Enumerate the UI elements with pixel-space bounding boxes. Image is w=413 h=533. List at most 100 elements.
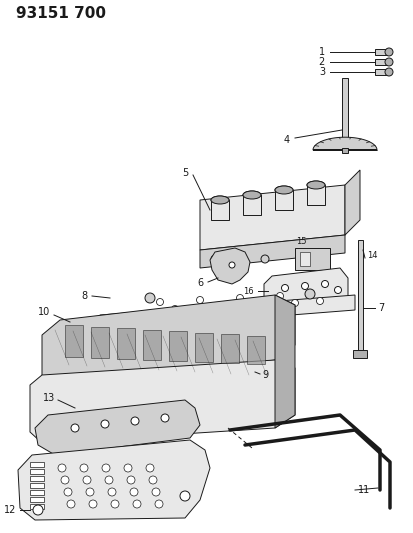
- Bar: [242, 195, 260, 215]
- Circle shape: [64, 488, 72, 496]
- Bar: [30, 504, 44, 509]
- Circle shape: [145, 293, 154, 303]
- Circle shape: [89, 500, 97, 508]
- Polygon shape: [274, 295, 294, 428]
- Ellipse shape: [274, 186, 292, 194]
- Circle shape: [384, 68, 392, 76]
- Text: 13: 13: [43, 393, 55, 403]
- Circle shape: [249, 367, 255, 373]
- Bar: [357, 240, 362, 350]
- Text: 7: 7: [377, 303, 383, 313]
- Text: 10: 10: [38, 307, 50, 317]
- Ellipse shape: [306, 181, 324, 189]
- Polygon shape: [199, 235, 344, 268]
- Bar: [117, 328, 135, 359]
- Text: 16: 16: [243, 287, 254, 295]
- Circle shape: [281, 285, 288, 292]
- Text: 12: 12: [4, 505, 16, 515]
- Circle shape: [291, 300, 298, 306]
- Circle shape: [33, 505, 43, 515]
- Polygon shape: [263, 268, 347, 308]
- Polygon shape: [199, 185, 344, 250]
- Polygon shape: [209, 248, 249, 284]
- Bar: [30, 497, 44, 502]
- Bar: [374, 49, 388, 55]
- Ellipse shape: [211, 196, 228, 204]
- Bar: [195, 333, 212, 362]
- Circle shape: [130, 488, 138, 496]
- Bar: [341, 148, 347, 153]
- Text: 1: 1: [318, 47, 324, 57]
- Circle shape: [304, 289, 314, 299]
- Polygon shape: [30, 360, 294, 443]
- Circle shape: [102, 464, 110, 472]
- Circle shape: [124, 464, 132, 472]
- Bar: [91, 327, 109, 358]
- Text: 93151 700: 93151 700: [16, 6, 106, 21]
- Circle shape: [161, 414, 169, 422]
- Bar: [30, 490, 44, 495]
- Circle shape: [86, 488, 94, 496]
- Bar: [274, 190, 292, 210]
- Polygon shape: [312, 137, 376, 150]
- Text: 11: 11: [357, 485, 369, 495]
- Text: 15: 15: [295, 237, 306, 246]
- Ellipse shape: [306, 181, 324, 189]
- Circle shape: [251, 302, 258, 309]
- Circle shape: [111, 500, 119, 508]
- Bar: [30, 462, 44, 467]
- Polygon shape: [344, 170, 359, 235]
- Bar: [294, 248, 329, 270]
- Text: 9: 9: [261, 370, 268, 380]
- Polygon shape: [35, 400, 199, 455]
- Text: 5: 5: [181, 168, 188, 178]
- Circle shape: [131, 417, 139, 425]
- Bar: [374, 59, 388, 65]
- Circle shape: [146, 464, 154, 472]
- Circle shape: [83, 476, 91, 484]
- Bar: [30, 469, 44, 474]
- Ellipse shape: [274, 186, 292, 194]
- Circle shape: [384, 48, 392, 56]
- Ellipse shape: [242, 191, 260, 199]
- Circle shape: [334, 287, 341, 294]
- Bar: [30, 483, 44, 488]
- Bar: [221, 334, 238, 363]
- Polygon shape: [100, 295, 354, 330]
- Circle shape: [101, 420, 109, 428]
- Circle shape: [149, 476, 157, 484]
- Text: 8: 8: [82, 291, 88, 301]
- Polygon shape: [18, 440, 209, 520]
- Circle shape: [152, 488, 159, 496]
- Circle shape: [105, 476, 113, 484]
- Circle shape: [80, 464, 88, 472]
- Circle shape: [310, 255, 318, 263]
- Circle shape: [127, 476, 135, 484]
- Circle shape: [156, 298, 163, 305]
- Bar: [142, 329, 161, 360]
- Bar: [352, 350, 366, 358]
- Circle shape: [211, 303, 218, 311]
- Circle shape: [196, 296, 203, 303]
- Bar: [341, 78, 347, 143]
- Circle shape: [154, 500, 163, 508]
- Bar: [169, 331, 187, 361]
- Circle shape: [228, 262, 235, 268]
- Text: 3: 3: [318, 67, 324, 77]
- Circle shape: [245, 363, 259, 377]
- Circle shape: [211, 255, 218, 263]
- Circle shape: [171, 305, 178, 312]
- Circle shape: [61, 476, 69, 484]
- Circle shape: [71, 424, 79, 432]
- Text: 6: 6: [197, 278, 204, 288]
- Bar: [65, 325, 83, 357]
- Circle shape: [260, 255, 268, 263]
- Circle shape: [321, 280, 328, 287]
- Circle shape: [236, 295, 243, 302]
- Bar: [306, 185, 324, 205]
- Bar: [247, 335, 264, 364]
- Circle shape: [180, 491, 190, 501]
- Text: 14: 14: [366, 251, 377, 260]
- Text: 4: 4: [283, 135, 289, 145]
- Bar: [299, 252, 309, 266]
